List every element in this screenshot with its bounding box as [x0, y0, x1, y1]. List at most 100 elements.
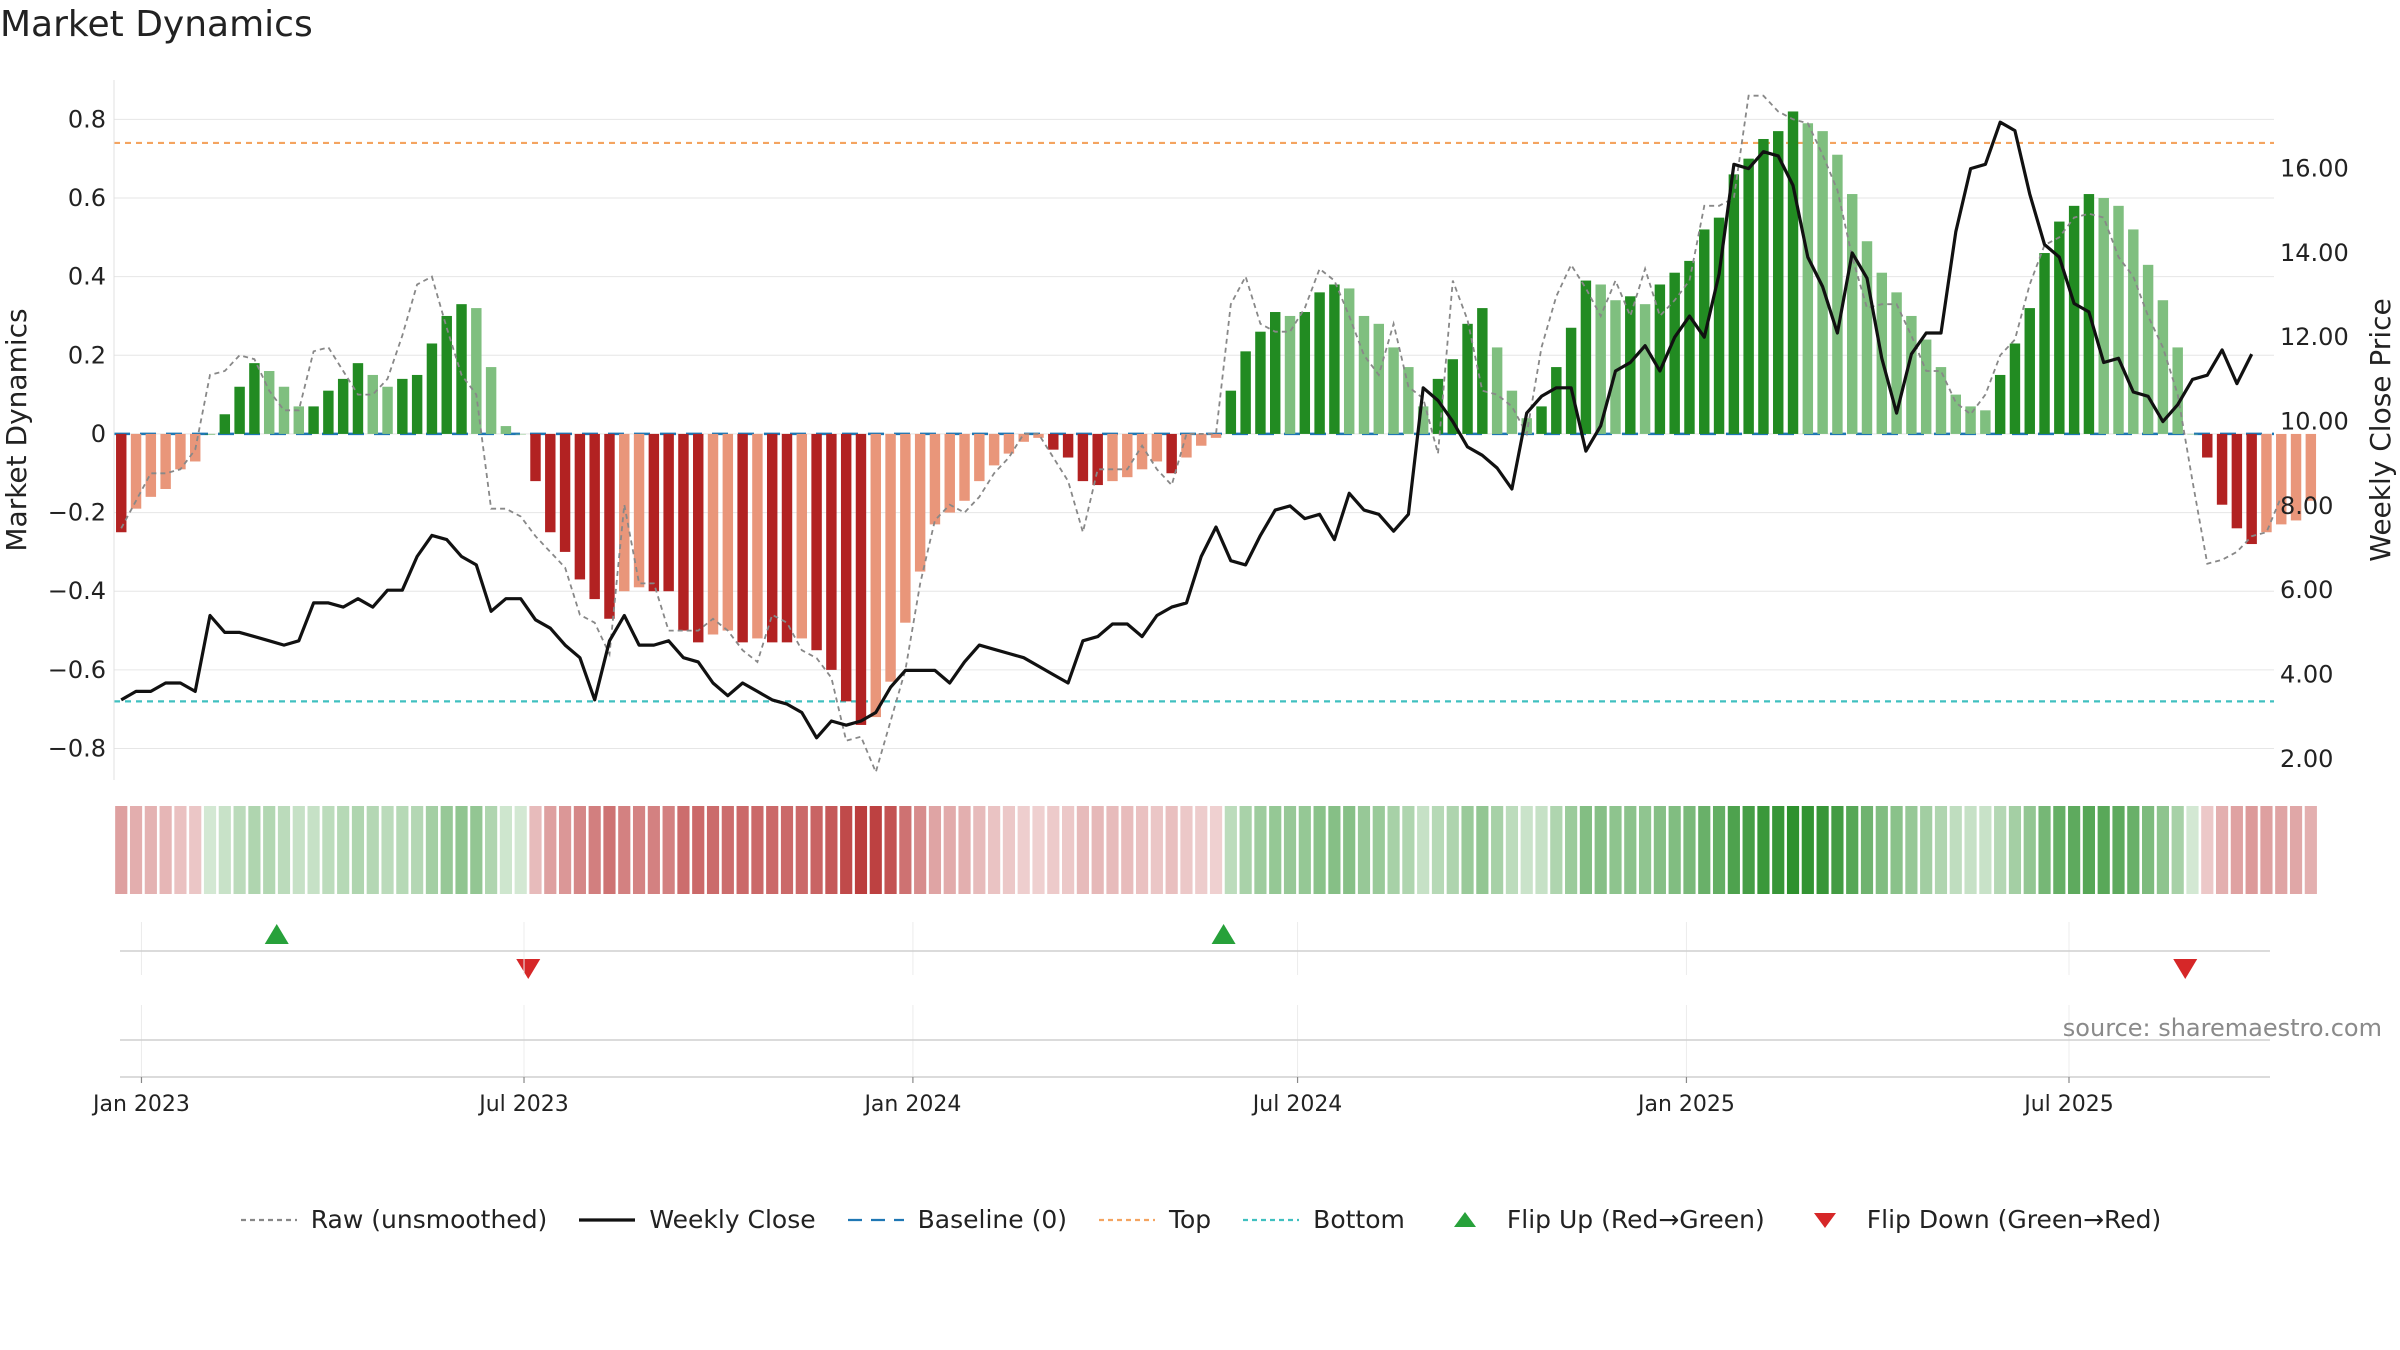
y-tick-label: 0.6 [68, 184, 106, 212]
regime-strip-cell [2289, 806, 2303, 894]
dynamics-bar [2113, 205, 2124, 434]
regime-strip-cell [988, 806, 1001, 894]
dynamics-bar [2202, 433, 2213, 458]
y2-tick-label: 12.00 [2280, 323, 2349, 351]
dynamics-bar [959, 433, 970, 501]
regime-strip-cell [307, 806, 320, 894]
regime-strip-cell [1343, 806, 1356, 894]
regime-strip-cell [277, 806, 291, 894]
dynamics-bar [160, 433, 171, 489]
regime-strip-cell [1431, 806, 1445, 894]
dynamics-bar [1092, 433, 1103, 486]
dynamics-bar [2039, 253, 2050, 434]
dynamics-bar [1580, 280, 1592, 434]
flip-down-marker [516, 959, 541, 979]
dynamics-bar [515, 433, 526, 435]
dynamics-bar [1728, 174, 1740, 434]
dynamics-bar [1965, 406, 1976, 434]
regime-strip-cell [1076, 806, 1089, 894]
regime-strip-cell [1653, 806, 1666, 894]
legend-swatch [1243, 1218, 1300, 1221]
regime-strip-cell [1047, 806, 1060, 894]
regime-strip-cell [854, 806, 868, 894]
regime-strip-cell [810, 806, 823, 894]
dynamics-bar [737, 433, 748, 643]
dynamics-bar [1595, 284, 1606, 434]
dynamics-bar [1506, 390, 1518, 434]
dynamics-bar [2157, 300, 2169, 434]
regime-strip-cell [455, 806, 468, 894]
dynamics-bar [545, 433, 556, 533]
dynamics-bar [2098, 197, 2109, 434]
regime-strip-cell [203, 806, 217, 894]
regime-strip-cell [1505, 806, 1519, 894]
chart-title: Market Dynamics [0, 4, 313, 45]
regime-strip-cell [2068, 806, 2081, 894]
dynamics-bar [382, 386, 393, 434]
dynamics-bar [2290, 433, 2302, 521]
regime-strip-cell [1905, 806, 1918, 894]
regime-strip-cell [706, 806, 720, 894]
dynamics-bar [1654, 284, 1666, 434]
regime-strip-cell [411, 806, 424, 894]
regime-strip-cell [425, 806, 439, 894]
regime-strip-cell [1786, 806, 1800, 894]
regime-strip-cell [470, 806, 483, 894]
x-tick-label: Jan 2024 [862, 1092, 961, 1117]
regime-strip-cell [1979, 806, 1992, 894]
dynamics-bar [1462, 323, 1473, 434]
regime-strip-cell [1801, 806, 1814, 894]
regime-strip-cell [1239, 806, 1252, 894]
dynamics-bar [1003, 433, 1015, 454]
y2-axis-label: Weekly Close Price [2364, 298, 2397, 561]
regime-strip-cell [603, 806, 616, 894]
dynamics-bar [1343, 288, 1355, 434]
legend-item: Raw (unsmoothed) [239, 1205, 547, 1234]
dynamics-bar [811, 433, 822, 651]
regime-strip-cell [1727, 806, 1740, 894]
legend-swatch [240, 1218, 297, 1221]
market-dynamics-chart: 0.8 0.6 0.4 0.2 0 −0.2 −0.4 −0.6 −0.8 16.00 14.00 1… [0, 80, 2397, 1117]
regime-strip-cell [1002, 806, 1016, 894]
dynamics-bar [1225, 390, 1237, 434]
dynamics-bar [337, 378, 349, 434]
dynamics-bar [1950, 394, 1961, 434]
regime-strip-cell [1165, 806, 1178, 894]
regime-strip-cell [1461, 806, 1474, 894]
regime-strip-cell [1535, 806, 1548, 894]
regime-strip-cell [2008, 806, 2022, 894]
y2-tick-label: 6.00 [2280, 576, 2333, 604]
regime-strip-cell [514, 806, 527, 894]
legend-item: Flip Down (Green→Red) [1795, 1205, 2161, 1234]
regime-strip-cell [973, 806, 986, 894]
dynamics-bar [1107, 433, 1118, 482]
regime-strip-cell [1106, 806, 1119, 894]
regime-strip-cell [2127, 806, 2140, 894]
regime-strip-cell [1491, 806, 1504, 894]
regime-strip-cell [159, 806, 172, 894]
legend-item: Weekly Close [577, 1205, 816, 1234]
dynamics-bar [456, 304, 467, 434]
regime-strip-cell [1638, 806, 1652, 894]
regime-strip-cell [780, 806, 794, 894]
raw-line-layer [120, 94, 2283, 775]
dynamics-bar [693, 433, 704, 643]
regime-strip-cell [1994, 806, 2007, 894]
regime-strip-cell [2304, 806, 2317, 894]
regime-strip-cell [189, 806, 202, 894]
dynamics-bar [1329, 284, 1340, 434]
regime-strip-cell [1372, 806, 1385, 894]
regime-strip-cell [1772, 806, 1785, 894]
dynamics-bar [1062, 433, 1074, 458]
y2-tick-label: 16.00 [2280, 155, 2349, 183]
legend-swatch [1453, 1211, 1476, 1227]
dynamics-bar [1136, 433, 1148, 470]
regime-strip-cell [544, 806, 557, 894]
regime-strip-cell [2275, 806, 2288, 894]
dynamics-bar [1861, 241, 1873, 434]
regime-strip-cell [129, 806, 143, 894]
dynamics-bar [840, 433, 852, 702]
regime-strip-cell [1062, 806, 1075, 894]
dynamics-bar [589, 433, 600, 600]
dynamics-bar [574, 433, 586, 580]
